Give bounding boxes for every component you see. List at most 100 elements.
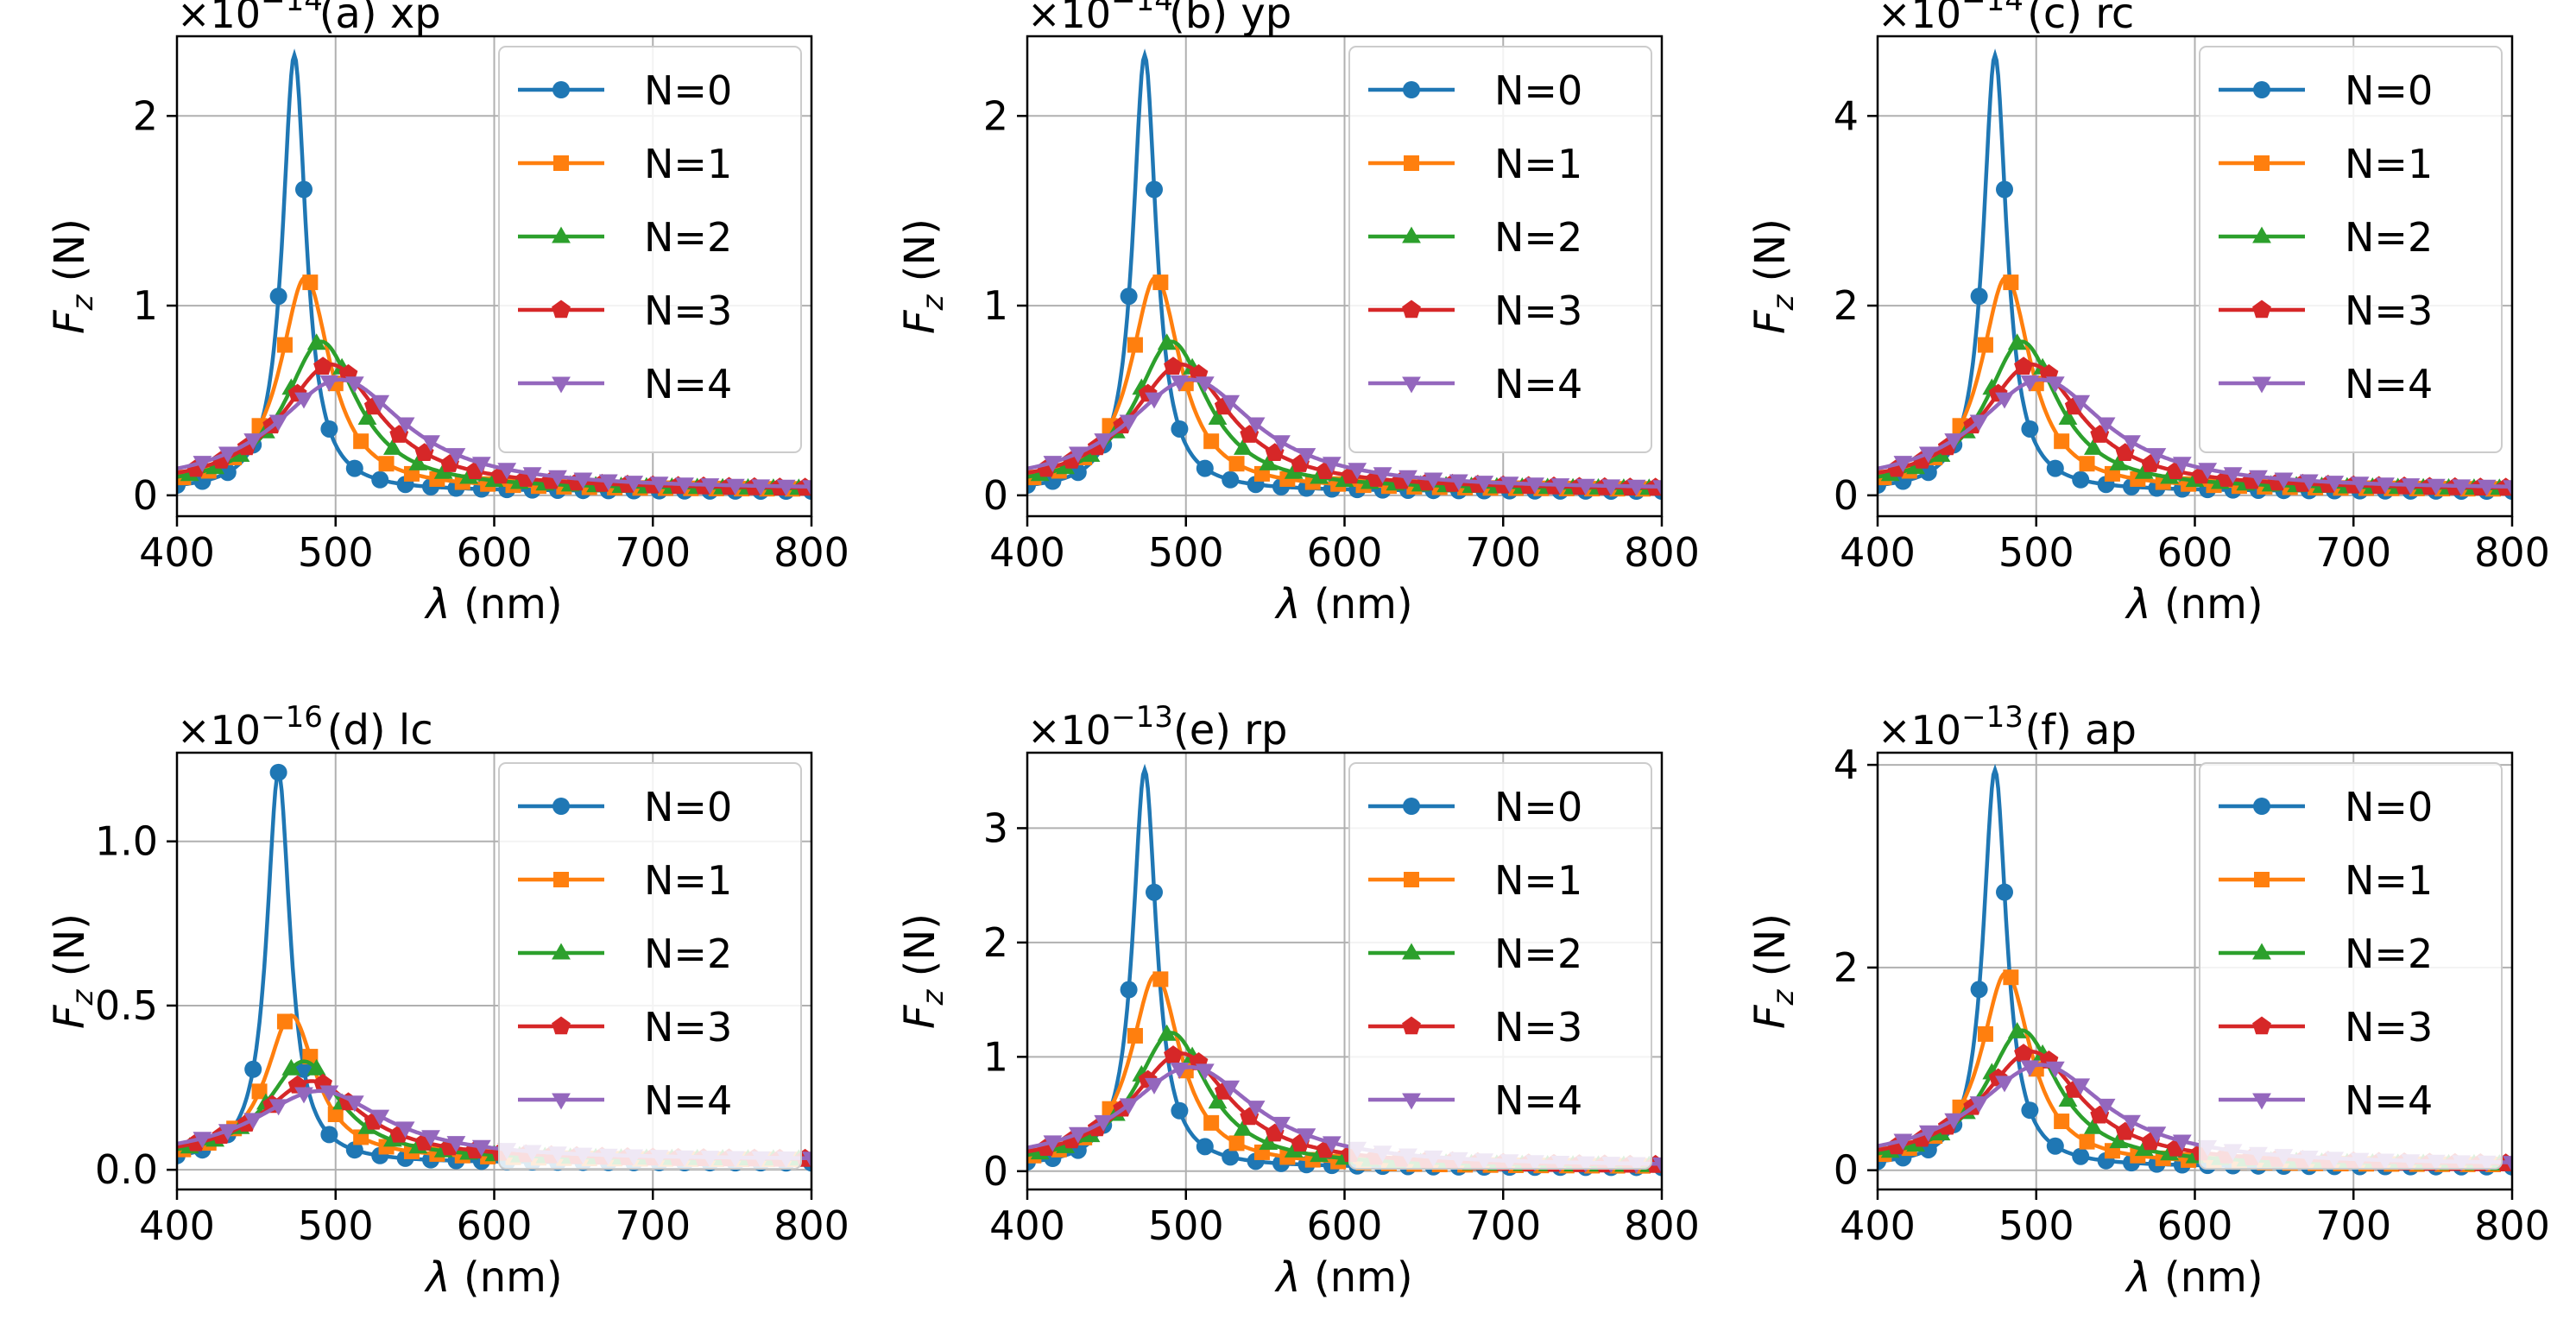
data-point — [1203, 433, 1220, 450]
data-point — [471, 1139, 491, 1157]
legend-label: N=1 — [1494, 857, 1582, 904]
data-point — [2071, 394, 2091, 412]
data-point — [1196, 459, 1214, 477]
legend-box — [498, 46, 802, 453]
data-point — [1970, 287, 1988, 306]
x-tick-label: 500 — [1998, 529, 2074, 576]
data-point — [320, 1126, 338, 1144]
data-point — [497, 463, 517, 480]
data-point — [1221, 1080, 1241, 1097]
data-point — [2503, 1156, 2512, 1173]
data-point — [2021, 420, 2039, 438]
data-point — [1272, 435, 1291, 452]
x-tick-label: 700 — [2315, 529, 2391, 576]
data-point — [378, 456, 395, 472]
data-point — [268, 1099, 288, 1116]
data-point — [522, 467, 542, 484]
legend-label: N=0 — [2345, 784, 2433, 830]
x-tick-label: 700 — [2315, 1202, 2391, 1249]
legend-label: N=0 — [644, 67, 732, 114]
data-point — [1145, 392, 1164, 409]
data-point — [1931, 445, 1951, 462]
legend-label: N=1 — [2345, 857, 2433, 904]
data-point — [370, 1109, 390, 1126]
data-point — [2072, 470, 2090, 489]
data-point — [1297, 1128, 1316, 1145]
legend-marker — [2252, 226, 2271, 243]
data-point — [1170, 1063, 1190, 1079]
data-point — [802, 480, 811, 497]
legend-marker — [552, 81, 570, 98]
data-point — [243, 433, 263, 451]
data-point — [1222, 470, 1240, 489]
data-point — [802, 1151, 811, 1169]
legend-marker — [1402, 1093, 1421, 1110]
data-point — [2096, 417, 2116, 434]
panel-title: (c) rc — [2027, 0, 2134, 38]
data-point — [218, 446, 237, 464]
y-tick-label: 0 — [983, 1148, 1008, 1195]
y-tick-label: 1 — [983, 1033, 1008, 1080]
data-point — [2477, 479, 2497, 496]
y-tick-label: 2 — [1834, 944, 1859, 991]
data-point — [1944, 433, 1964, 451]
x-axis-label: λ (nm) — [2124, 580, 2263, 628]
x-tick-label: 500 — [298, 1202, 374, 1249]
data-point — [320, 420, 338, 438]
data-point — [1068, 446, 1088, 464]
scale-label: ×10−13 — [1878, 700, 2024, 754]
data-point — [2046, 1137, 2064, 1155]
legend-label: N=1 — [644, 141, 732, 187]
panel-title: (d) lc — [327, 706, 433, 754]
data-point — [1094, 433, 1114, 451]
data-point — [1208, 408, 1228, 425]
scale-label: ×10−14 — [177, 0, 323, 37]
x-axis-label: λ (nm) — [423, 1253, 562, 1302]
data-point — [1995, 392, 2014, 409]
legend-marker — [552, 376, 571, 394]
panel-5: 400 500 600 700 800 0 2 4 λ (nm) Fz (N) ×10−13 (f) … — [1746, 700, 2550, 1302]
data-point — [573, 472, 593, 489]
data-point — [598, 474, 618, 491]
data-point — [2079, 456, 2095, 472]
data-point — [2122, 1114, 2141, 1132]
data-point — [700, 478, 720, 495]
legend-marker — [552, 300, 571, 319]
data-point — [2020, 375, 2040, 392]
y-tick-label: 1.0 — [95, 818, 158, 865]
data-point — [2452, 479, 2472, 496]
legend-box — [1348, 46, 1652, 453]
data-point — [193, 456, 212, 473]
legend: N=0 N=1 N=2 N=3 N=4 — [498, 46, 802, 453]
data-point — [2054, 433, 2070, 450]
data-point — [1550, 478, 1570, 495]
data-point — [471, 457, 491, 474]
data-point — [344, 1095, 364, 1113]
legend-marker — [1402, 226, 1421, 243]
legend: N=0 N=1 N=2 N=3 N=4 — [1348, 762, 1652, 1170]
data-point — [313, 356, 332, 375]
data-point — [1969, 414, 1989, 432]
data-point — [1918, 1125, 1938, 1142]
data-point — [1157, 1024, 1177, 1041]
x-tick-label: 700 — [1465, 529, 1541, 576]
legend-box — [1348, 762, 1652, 1170]
data-point — [1322, 1136, 1342, 1153]
x-tick-label: 400 — [1840, 1202, 1916, 1249]
x-tick-label: 800 — [2474, 1202, 2550, 1249]
legend-marker — [1403, 798, 1420, 815]
data-point — [2147, 448, 2167, 464]
x-tick-label: 400 — [139, 1202, 215, 1249]
data-point — [344, 376, 364, 394]
data-point — [294, 392, 313, 409]
data-point — [2198, 463, 2218, 480]
x-axis-label: λ (nm) — [1273, 580, 1412, 628]
data-point — [276, 1013, 293, 1030]
data-point — [446, 1136, 466, 1153]
panel-2: 400 500 600 700 800 0 2 4 λ (nm) Fz (N) ×10−14 (c) … — [1746, 0, 2550, 628]
data-point — [353, 433, 369, 450]
data-point — [2058, 408, 2078, 425]
data-point — [1228, 456, 1245, 472]
data-point — [244, 1060, 262, 1078]
legend-label: N=0 — [2345, 67, 2433, 114]
